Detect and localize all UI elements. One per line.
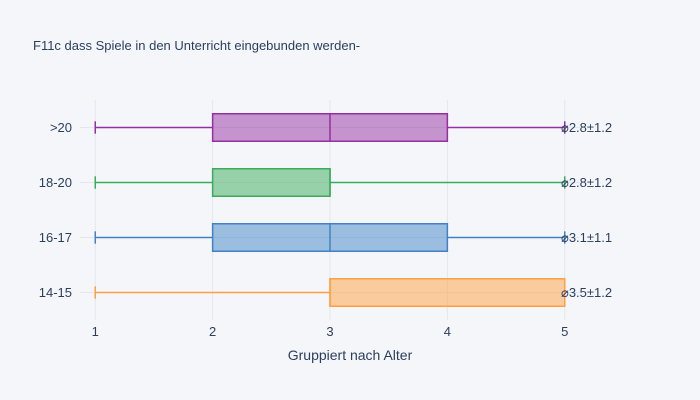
annotation->20: ⌀2.8±1.2	[561, 120, 612, 135]
annotations: ⌀3.5±1.2 ⌀3.1±1.1 ⌀2.8±1.2 ⌀2.8±1.2	[561, 120, 612, 300]
x-tick-label-1: 1	[92, 324, 99, 339]
y-tick-label-16-17: 16-17	[39, 230, 72, 245]
y-tick-label-14-15: 14-15	[39, 285, 72, 300]
annotation-16-17: ⌀3.1±1.1	[561, 230, 612, 245]
box-16-17	[94, 223, 566, 252]
x-axis-label: Gruppiert nach Alter	[288, 347, 413, 363]
annotation-14-15: ⌀3.5±1.2	[561, 285, 612, 300]
annotation-18-20: ⌀2.8±1.2	[561, 175, 612, 190]
box-rect-18-20	[211, 168, 331, 197]
chart-title: F11c dass Spiele in den Unterricht einge…	[33, 38, 360, 53]
x-tick-label-3: 3	[326, 324, 333, 339]
y-axis-labels: 14-15 16-17 18-20 >20	[39, 120, 72, 300]
boxes	[94, 113, 566, 307]
x-tick-label-2: 2	[209, 324, 216, 339]
box-rect-14-15	[329, 278, 566, 307]
y-tick-label-18-20: 18-20	[39, 175, 72, 190]
box-14-15	[94, 278, 566, 307]
x-tick-label-4: 4	[444, 324, 451, 339]
box->20	[94, 113, 566, 142]
x-axis-ticks: 1 2 3 4 5	[92, 324, 569, 339]
box-18-20	[94, 168, 566, 197]
y-tick-label->20: >20	[50, 120, 72, 135]
x-tick-label-5: 5	[561, 324, 568, 339]
